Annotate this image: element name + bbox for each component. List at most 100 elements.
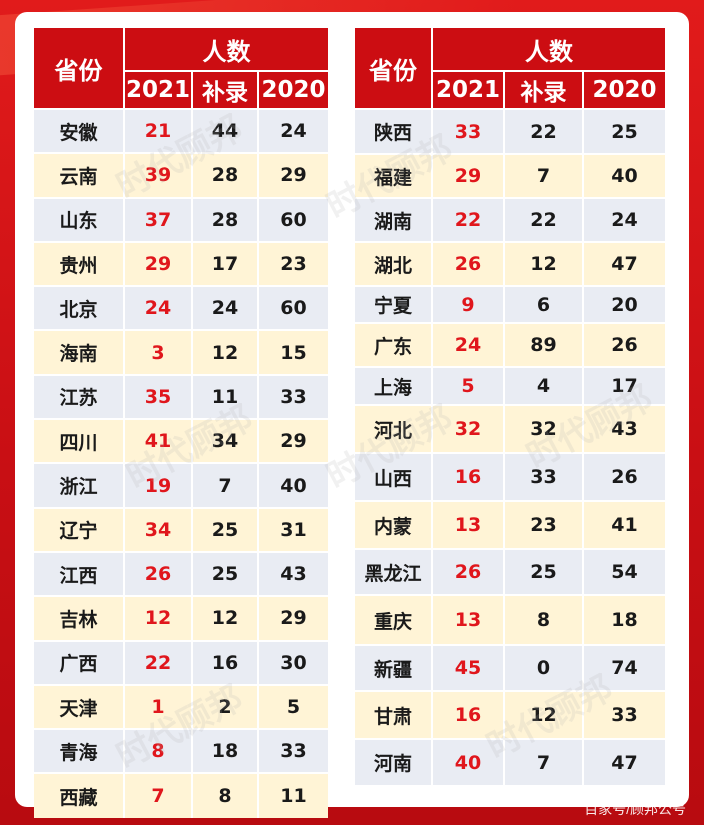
supplement-cell: 4	[504, 366, 584, 405]
table-row: 福建 29 7 40	[355, 153, 666, 198]
province-cell: 甘肃	[355, 690, 433, 739]
value-2020-cell: 29	[258, 595, 329, 641]
header-province: 省份	[355, 28, 433, 109]
value-2021-cell: 33	[432, 108, 505, 154]
value-2021-cell: 41	[124, 418, 193, 464]
supplement-cell: 12	[192, 595, 259, 641]
value-2020-cell: 54	[583, 548, 666, 595]
supplement-cell: 89	[504, 322, 584, 367]
province-cell: 河北	[355, 404, 433, 453]
value-2020-cell: 29	[258, 152, 329, 198]
supplement-cell: 28	[192, 196, 259, 242]
value-2021-cell: 37	[124, 196, 193, 242]
supplement-cell: 22	[504, 197, 584, 242]
table-row: 黑龙江 26 25 54	[355, 548, 666, 595]
supplement-cell: 7	[504, 153, 584, 198]
header-province: 省份	[34, 28, 125, 109]
left-table: 省份 人数 2021 补录 2020 安徽 21 44 24 云南 39 28 29 山东 37 2…	[34, 28, 329, 818]
value-2020-cell: 60	[258, 196, 329, 242]
value-2021-cell: 32	[432, 404, 505, 453]
value-2020-cell: 26	[583, 322, 666, 367]
supplement-cell: 23	[504, 500, 584, 549]
value-2020-cell: 11	[258, 772, 329, 818]
value-2020-cell: 17	[583, 366, 666, 405]
supplement-cell: 8	[504, 594, 584, 645]
table-row: 浙江 19 7 40	[34, 462, 329, 508]
value-2020-cell: 30	[258, 639, 329, 685]
value-2021-cell: 29	[432, 153, 505, 198]
table-row: 江西 26 25 43	[34, 550, 329, 597]
table-row: 内蒙 13 23 41	[355, 500, 666, 549]
province-cell: 吉林	[34, 595, 125, 641]
supplement-cell: 22	[504, 108, 584, 154]
province-cell: 重庆	[355, 594, 433, 645]
value-2021-cell: 22	[124, 639, 193, 685]
province-cell: 江西	[34, 550, 125, 597]
province-cell: 内蒙	[355, 500, 433, 549]
value-2020-cell: 47	[583, 241, 666, 286]
value-2020-cell: 47	[583, 738, 666, 785]
value-2020-cell: 40	[583, 153, 666, 198]
supplement-cell: 0	[504, 644, 584, 691]
supplement-cell: 6	[504, 285, 584, 323]
value-2021-cell: 16	[432, 690, 505, 739]
value-2021-cell: 12	[124, 595, 193, 641]
value-2020-cell: 24	[583, 197, 666, 242]
province-cell: 浙江	[34, 462, 125, 508]
supplement-cell: 12	[192, 329, 259, 375]
province-cell: 青海	[34, 728, 125, 774]
header-2020: 2020	[258, 70, 329, 109]
value-2020-cell: 15	[258, 329, 329, 375]
value-2021-cell: 3	[124, 329, 193, 375]
value-2021-cell: 39	[124, 152, 193, 198]
value-2020-cell: 43	[258, 550, 329, 597]
value-2020-cell: 33	[583, 690, 666, 739]
table-row: 广东 24 89 26	[355, 322, 666, 367]
table-row: 四川 41 34 29	[34, 418, 329, 464]
value-2020-cell: 29	[258, 418, 329, 464]
table-row: 上海 5 4 17	[355, 366, 666, 405]
table-row: 贵州 29 17 23	[34, 240, 329, 287]
supplement-cell: 8	[192, 772, 259, 818]
header-supplement: 补录	[504, 70, 584, 109]
right-table: 省份 人数 2021 补录 2020 陕西 33 22 25 福建 29 7 40 湖南 22 22…	[355, 28, 666, 785]
value-2020-cell: 24	[258, 107, 329, 154]
supplement-cell: 24	[192, 285, 259, 331]
supplement-cell: 12	[504, 241, 584, 286]
province-cell: 黑龙江	[355, 548, 433, 595]
province-cell: 湖南	[355, 197, 433, 242]
value-2020-cell: 25	[583, 108, 666, 154]
supplement-cell: 16	[192, 639, 259, 685]
table-row: 陕西 33 22 25	[355, 108, 666, 154]
table-row: 湖南 22 22 24	[355, 197, 666, 242]
value-2020-cell: 20	[583, 285, 666, 323]
value-2021-cell: 16	[432, 452, 505, 501]
table-row: 山东 37 28 60	[34, 196, 329, 242]
value-2021-cell: 19	[124, 462, 193, 508]
table-row: 山西 16 33 26	[355, 452, 666, 501]
value-2021-cell: 26	[432, 548, 505, 595]
value-2021-cell: 13	[432, 500, 505, 549]
value-2021-cell: 26	[432, 241, 505, 286]
value-2020-cell: 31	[258, 506, 329, 552]
header-2021: 2021	[432, 70, 505, 109]
province-cell: 海南	[34, 329, 125, 375]
province-cell: 上海	[355, 366, 433, 405]
value-2020-cell: 33	[258, 728, 329, 774]
table-row: 河北 32 32 43	[355, 404, 666, 453]
supplement-cell: 7	[504, 738, 584, 785]
value-2020-cell: 5	[258, 683, 329, 730]
province-cell: 宁夏	[355, 285, 433, 323]
value-2021-cell: 22	[432, 197, 505, 242]
supplement-cell: 34	[192, 418, 259, 464]
value-2020-cell: 43	[583, 404, 666, 453]
province-cell: 云南	[34, 152, 125, 198]
supplement-cell: 32	[504, 404, 584, 453]
province-cell: 贵州	[34, 240, 125, 287]
table-row: 宁夏 9 6 20	[355, 285, 666, 323]
value-2020-cell: 41	[583, 500, 666, 549]
value-2021-cell: 35	[124, 373, 193, 420]
table-row: 湖北 26 12 47	[355, 241, 666, 286]
table-row: 安徽 21 44 24	[34, 107, 329, 154]
value-2021-cell: 9	[432, 285, 505, 323]
